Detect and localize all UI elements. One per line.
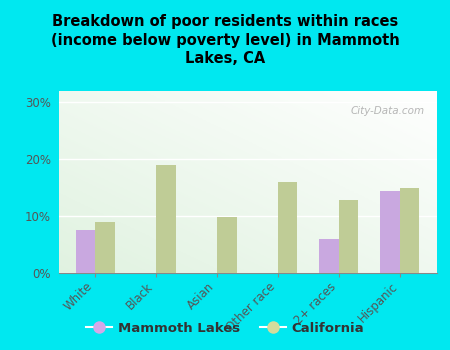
Bar [380,190,400,273]
Text: Breakdown of poor residents within races
(income below poverty level) in Mammoth: Breakdown of poor residents within races… [50,14,400,66]
Bar [278,182,297,273]
Bar [156,165,176,273]
Bar [320,239,339,273]
Bar [217,217,237,273]
Legend: Mammoth Lakes, California: Mammoth Lakes, California [81,316,369,340]
Bar [339,200,359,273]
Bar [95,222,115,273]
Text: City-Data.com: City-Data.com [351,106,425,116]
Bar [76,230,95,273]
Bar [400,188,419,273]
